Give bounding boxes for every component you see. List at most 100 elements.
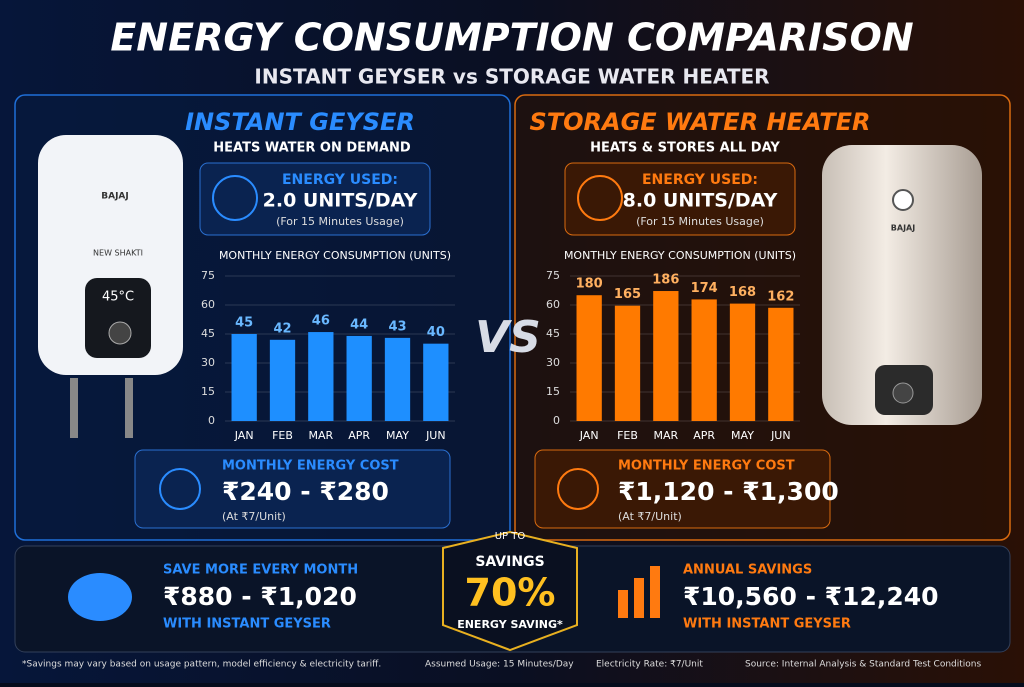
value-label: 40 — [427, 325, 445, 340]
y-tick-label: 0 — [208, 414, 215, 427]
bar — [231, 334, 257, 421]
right-cost-note: (At ₹7/Unit) — [618, 510, 682, 523]
geyser-panel — [85, 278, 151, 358]
x-tick-label: APR — [693, 429, 715, 442]
left-energy-box — [199, 162, 431, 236]
value-label: 186 — [652, 273, 679, 288]
tank-gauge — [892, 189, 914, 211]
disclaimer: *Savings may vary based on usage pattern… — [22, 660, 381, 670]
pipe — [125, 378, 133, 438]
chart-title: MONTHLY ENERGY CONSUMPTION (UNITS) — [564, 249, 796, 262]
savings-value: 70% — [465, 571, 556, 615]
geyser-knob — [108, 321, 132, 345]
bar — [653, 291, 679, 421]
y-tick-label: 60 — [201, 298, 215, 311]
x-tick-label: JUN — [425, 429, 446, 442]
right-energy-note: (For 15 Minutes Usage) — [636, 215, 764, 228]
savings-top: UP TO — [495, 531, 526, 542]
usage: Assumed Usage: 15 Minutes/Day — [425, 660, 574, 670]
bar — [346, 335, 372, 421]
tank-body — [822, 145, 982, 425]
growth-icon — [618, 590, 628, 618]
bar — [614, 305, 641, 421]
savings-badge — [442, 530, 578, 652]
right-title: STORAGE WATER HEATER — [529, 108, 870, 136]
chart-title: MONTHLY ENERGY CONSUMPTION (UNITS) — [219, 249, 451, 262]
save-note: WITH INSTANT GEYSER — [163, 617, 331, 632]
y-tick-label: 45 — [201, 327, 215, 340]
savings-label: SAVINGS — [475, 554, 544, 570]
left-cost-value: ₹240 - ₹280 — [222, 477, 389, 506]
piggy-icon — [68, 573, 132, 621]
value-label: 180 — [576, 277, 603, 292]
y-tick-label: 15 — [201, 385, 215, 398]
bar — [384, 337, 411, 421]
value-label: 165 — [614, 287, 641, 302]
x-tick-label: JUN — [770, 429, 791, 442]
x-tick-label: MAR — [308, 429, 333, 442]
right-energy-value: 8.0 UNITS/DAY — [623, 190, 778, 212]
growth-icon — [650, 566, 660, 618]
tank-brand: BAJAJ — [891, 224, 915, 233]
x-tick-label: MAY — [386, 429, 409, 442]
bolt-icon — [577, 175, 623, 221]
geyser-display: 45°C — [102, 290, 134, 305]
value-label: 42 — [273, 321, 291, 336]
left-title: INSTANT GEYSER — [185, 108, 415, 136]
right-subtitle: HEATS & STORES ALL DAY — [590, 141, 780, 156]
y-tick-label: 45 — [546, 327, 560, 340]
annual-note: WITH INSTANT GEYSER — [683, 617, 851, 632]
tank-knob — [892, 382, 914, 404]
bar — [423, 343, 449, 421]
savings-note: ENERGY SAVING* — [457, 618, 563, 631]
bar — [308, 332, 334, 421]
bolt-icon — [212, 175, 258, 221]
right-energy-label: ENERGY USED: — [642, 172, 758, 188]
rupee-icon — [159, 468, 201, 510]
pipe — [70, 378, 78, 438]
source: Source: Internal Analysis & Standard Tes… — [745, 660, 982, 670]
rate: Electricity Rate: ₹7/Unit — [596, 660, 703, 670]
left-cost-box — [134, 449, 451, 529]
x-tick-label: MAY — [731, 429, 754, 442]
save-title: SAVE MORE EVERY MONTH — [163, 563, 358, 578]
bar — [691, 299, 717, 421]
x-tick-label: MAR — [653, 429, 678, 442]
left-energy-value: 2.0 UNITS/DAY — [263, 190, 418, 212]
y-tick-label: 75 — [201, 269, 215, 282]
y-tick-label: 60 — [546, 298, 560, 311]
y-tick-label: 15 — [546, 385, 560, 398]
bar — [729, 303, 756, 421]
left-cost-note: (At ₹7/Unit) — [222, 510, 286, 523]
value-label: 162 — [767, 289, 794, 304]
annual-value: ₹10,560 - ₹12,240 — [683, 582, 939, 611]
y-tick-label: 0 — [553, 414, 560, 427]
value-label: 45 — [235, 316, 253, 331]
rupee-icon — [557, 468, 599, 510]
bar — [768, 307, 794, 421]
right-cost-box — [534, 449, 831, 529]
x-tick-label: JAN — [579, 429, 599, 442]
value-label: 44 — [350, 317, 368, 332]
y-tick-label: 30 — [546, 356, 560, 369]
value-label: 43 — [388, 319, 406, 334]
vs: VS — [475, 312, 541, 363]
geyser-brand: BAJAJ — [101, 192, 129, 202]
growth-icon — [634, 578, 644, 618]
value-label: 46 — [312, 314, 330, 329]
left-subtitle: HEATS WATER ON DEMAND — [213, 141, 411, 156]
geyser-model: NEW SHAKTI — [93, 249, 143, 258]
value-label: 168 — [729, 285, 756, 300]
left-energy-note: (For 15 Minutes Usage) — [276, 215, 404, 228]
right-energy-box — [564, 162, 796, 236]
save-value: ₹880 - ₹1,020 — [163, 582, 357, 611]
x-tick-label: FEB — [617, 429, 638, 442]
value-label: 174 — [691, 281, 718, 296]
subtitle: INSTANT GEYSER vs STORAGE WATER HEATER — [254, 65, 769, 89]
left-energy-label: ENERGY USED: — [282, 172, 398, 188]
annual-title: ANNUAL SAVINGS — [683, 563, 812, 578]
title: ENERGY CONSUMPTION COMPARISON — [110, 16, 913, 60]
x-tick-label: APR — [348, 429, 370, 442]
y-tick-label: 75 — [546, 269, 560, 282]
bar — [576, 295, 602, 421]
